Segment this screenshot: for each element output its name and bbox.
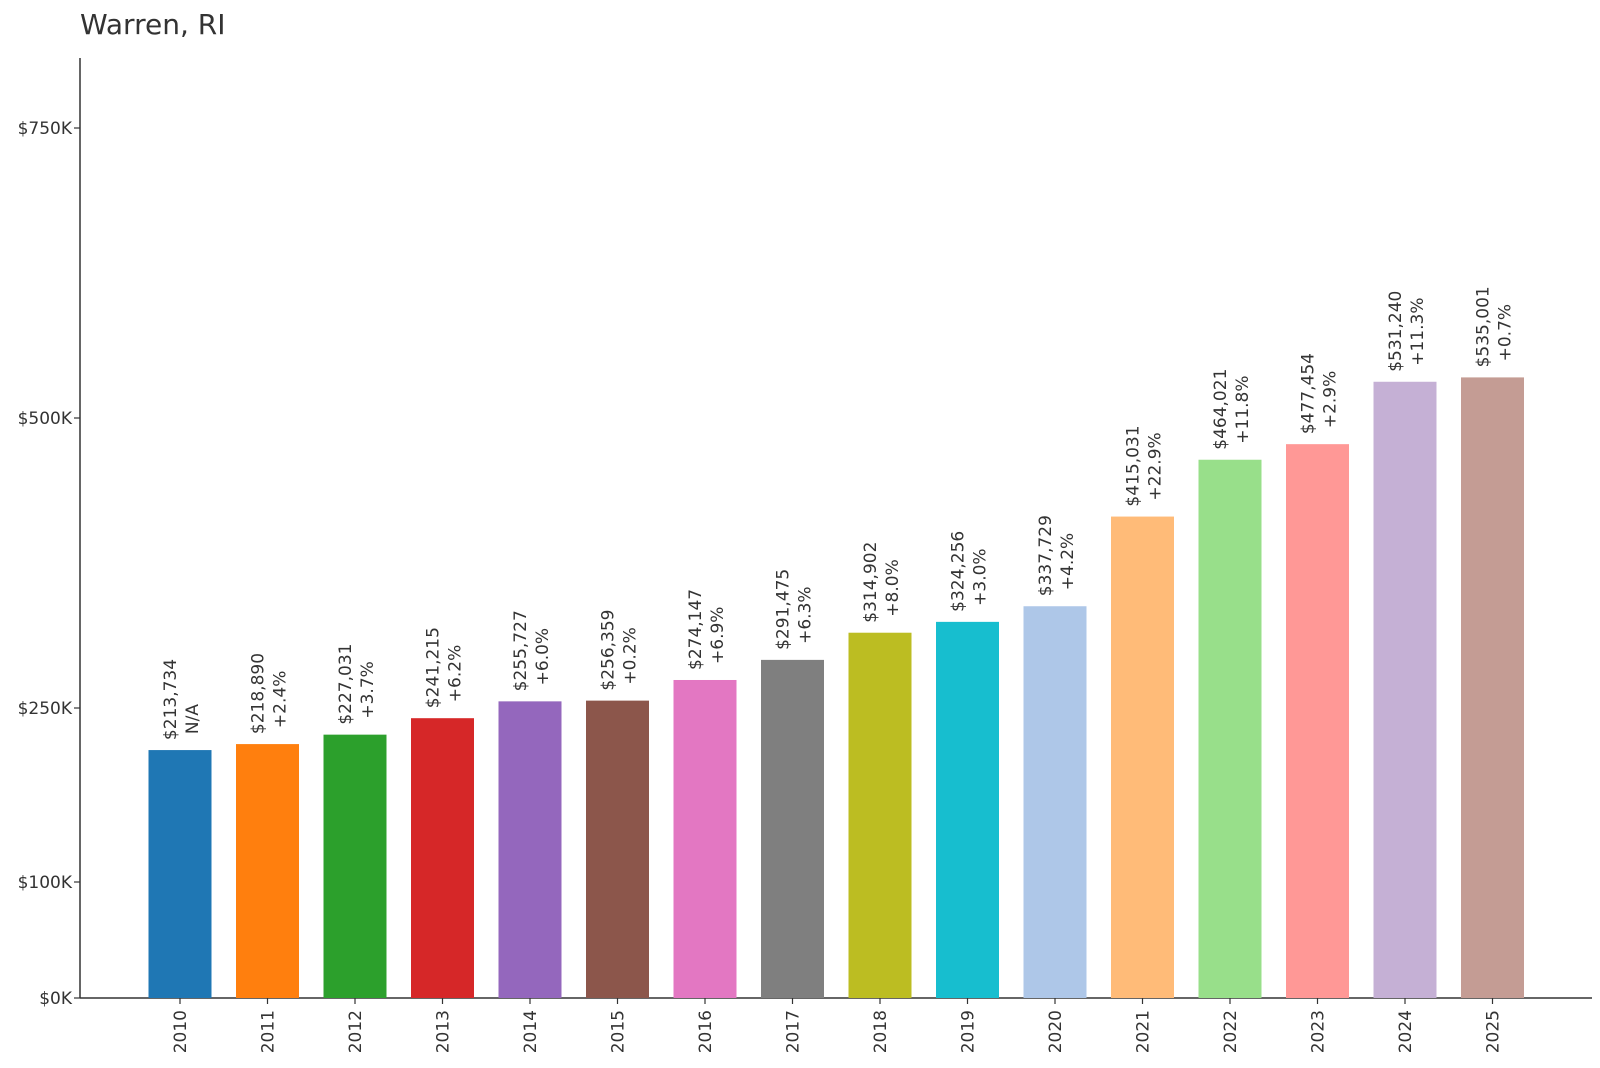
bar-2015: [586, 700, 649, 998]
x-tick-label-2016: 2016: [696, 1010, 716, 1053]
x-tick-label-2011: 2011: [259, 1010, 279, 1053]
x-tick-label-2017: 2017: [784, 1010, 804, 1053]
x-tick-label-2019: 2019: [959, 1010, 979, 1053]
bar-2011: [236, 744, 299, 998]
change-label-2018: +8.0%: [883, 559, 903, 616]
change-label-2021: +22.9%: [1146, 432, 1166, 500]
bar-2019: [936, 621, 999, 998]
change-label-2010: N/A: [183, 704, 203, 734]
value-label-2012: $227,031: [336, 644, 356, 725]
y-tick-label: $500K: [18, 409, 73, 429]
bar-2013: [411, 718, 474, 998]
change-label-2013: +6.2%: [446, 645, 466, 702]
change-label-2015: +0.2%: [621, 627, 641, 684]
y-tick-label: $750K: [18, 119, 73, 139]
x-tick-label-2013: 2013: [434, 1010, 454, 1053]
change-label-2023: +2.9%: [1321, 371, 1341, 428]
value-label-2018: $314,902: [861, 542, 881, 623]
change-label-2017: +6.3%: [796, 586, 816, 643]
bar-2020: [1023, 606, 1087, 998]
value-label-2010: $213,734: [161, 659, 181, 740]
chart-title: Warren, RI: [80, 8, 226, 41]
value-label-2020: $337,729: [1036, 515, 1056, 596]
bar-2010: [148, 750, 212, 998]
value-label-2014: $255,727: [511, 610, 531, 691]
change-label-2014: +6.0%: [533, 628, 553, 685]
bar-2021: [1111, 516, 1174, 998]
change-label-2011: +2.4%: [271, 671, 291, 728]
value-label-2022: $464,021: [1211, 369, 1231, 450]
x-tick-label-2020: 2020: [1046, 1010, 1066, 1053]
y-tick-label: $250K: [18, 699, 73, 719]
bar-2023: [1286, 444, 1349, 999]
x-tick-label-2024: 2024: [1396, 1010, 1416, 1053]
bar-2025: [1461, 377, 1524, 999]
x-tick-label-2025: 2025: [1484, 1010, 1504, 1053]
change-label-2019: +3.0%: [971, 548, 991, 605]
bar-2024: [1373, 381, 1437, 998]
y-tick-label: $100K: [18, 873, 73, 893]
value-label-2021: $415,031: [1124, 425, 1144, 506]
change-label-2020: +4.2%: [1058, 533, 1078, 590]
value-label-2025: $535,001: [1474, 286, 1494, 367]
value-label-2013: $241,215: [424, 627, 444, 708]
value-label-2019: $324,256: [949, 531, 969, 612]
y-tick-label: $0K: [39, 989, 73, 1009]
x-tick-label-2021: 2021: [1134, 1010, 1154, 1053]
x-tick-label-2015: 2015: [609, 1010, 629, 1053]
x-tick-label-2014: 2014: [521, 1010, 541, 1053]
value-label-2016: $274,147: [686, 589, 706, 670]
x-tick-label-2018: 2018: [871, 1010, 891, 1053]
x-tick-label-2023: 2023: [1309, 1010, 1329, 1053]
change-label-2024: +11.3%: [1408, 298, 1428, 366]
change-label-2025: +0.7%: [1496, 304, 1516, 361]
bar-2017: [761, 659, 824, 998]
value-label-2023: $477,454: [1299, 353, 1319, 434]
bar-2012: [323, 734, 387, 998]
change-label-2012: +3.7%: [358, 661, 378, 718]
change-label-2016: +6.9%: [708, 607, 728, 664]
change-label-2022: +11.8%: [1233, 375, 1253, 443]
bar-2022: [1198, 459, 1262, 999]
value-label-2024: $531,240: [1386, 291, 1406, 372]
value-label-2011: $218,890: [249, 653, 269, 734]
x-tick-label-2012: 2012: [346, 1010, 366, 1053]
x-tick-label-2010: 2010: [171, 1010, 191, 1053]
bar-2016: [673, 679, 737, 998]
x-tick-label-2022: 2022: [1221, 1010, 1241, 1053]
value-label-2015: $256,359: [599, 609, 619, 690]
bar-2018: [848, 632, 912, 998]
bar-2014: [498, 701, 562, 998]
value-label-2017: $291,475: [774, 569, 794, 650]
